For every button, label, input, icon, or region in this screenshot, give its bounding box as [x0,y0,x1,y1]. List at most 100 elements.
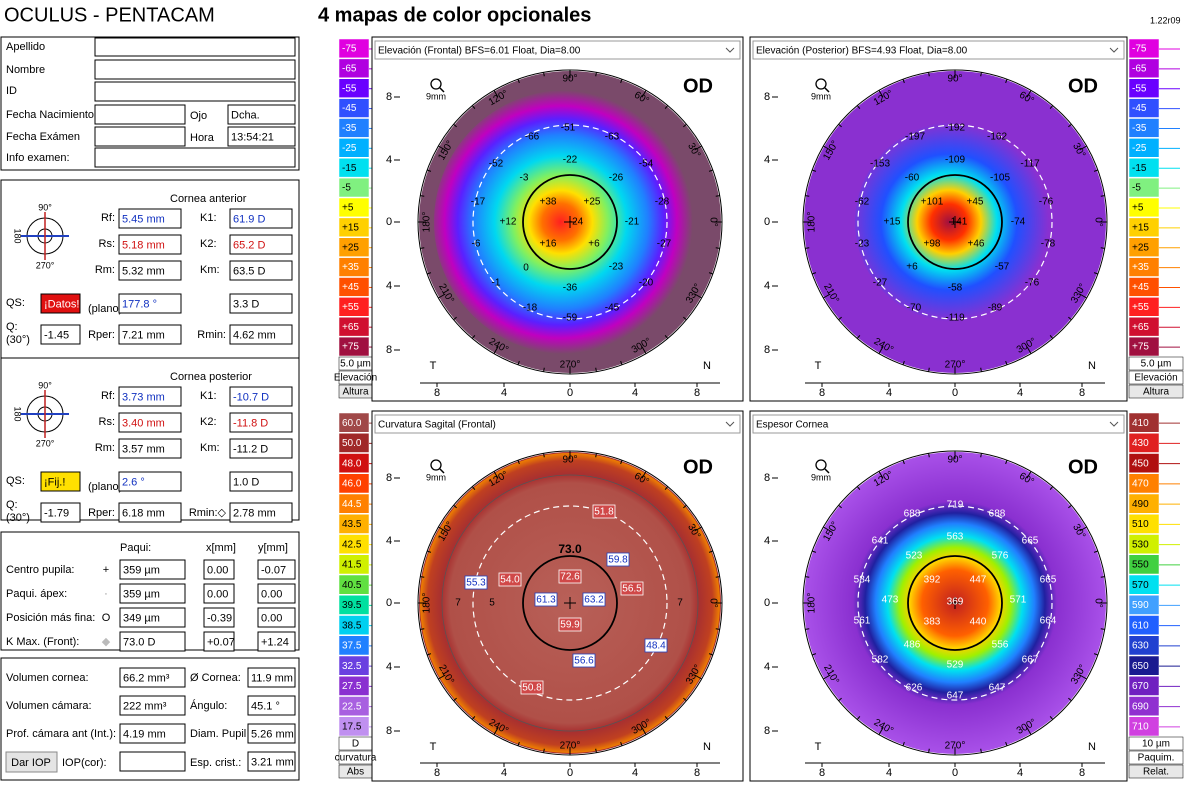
text-field[interactable] [94,126,186,147]
text-field[interactable] [118,438,182,459]
text-field[interactable] [119,607,186,628]
text-field[interactable] [257,559,296,580]
text-field[interactable] [229,324,293,345]
text-field[interactable] [119,751,186,772]
text-field[interactable] [203,631,235,652]
label: QS: [6,475,25,487]
x-tick-label: 4 [632,767,638,779]
nasal-label: N [703,741,711,753]
y-tick-label: 4 [764,154,770,166]
text-field[interactable] [119,667,186,688]
text-field[interactable] [40,324,81,345]
text-field[interactable] [118,234,182,255]
text-field[interactable] [247,723,296,744]
text-field[interactable] [119,695,186,716]
text-field[interactable] [229,208,293,229]
label: (30°) [6,334,30,346]
degree-tick [493,727,499,735]
degree-tick [928,72,930,77]
angle-label: 0° [707,217,718,227]
text-field[interactable] [94,104,186,125]
field-value: -11.2 D [233,443,268,455]
text-field[interactable] [118,471,182,492]
text-field[interactable] [247,667,296,688]
zoom-icon[interactable] [815,78,827,90]
map-select[interactable] [374,414,741,434]
text-field[interactable] [229,386,293,407]
text-field[interactable] [227,126,296,147]
scale-value: 610 [1132,620,1149,631]
text-field[interactable] [94,59,296,80]
text-field[interactable] [257,583,296,604]
map-value: 7 [455,598,461,609]
text-field[interactable] [227,104,296,125]
text-field[interactable] [229,471,293,492]
text-field[interactable] [119,559,186,580]
y-tick-label: 0 [764,597,770,609]
angle-label: 0° [707,598,718,608]
text-field[interactable] [247,751,296,772]
field-value: +0.07 [207,636,235,648]
zoom-icon[interactable] [430,459,442,471]
map-value: -26 [609,173,624,184]
text-field[interactable] [229,260,293,281]
text-field[interactable] [118,260,182,281]
y-tick-label: 4 [386,661,392,673]
degree-tick [1005,459,1008,465]
x-tick-label: 8 [819,387,825,399]
text-field[interactable] [257,607,296,628]
text-field[interactable] [229,412,293,433]
text-field[interactable] [119,723,186,744]
text-field[interactable] [94,81,296,102]
zoom-icon[interactable] [815,459,827,471]
status-badge[interactable] [40,471,81,492]
field-value: -1.79 [44,507,69,519]
angle-label: 180° [807,212,818,233]
zoom-icon[interactable] [430,78,442,90]
text-field[interactable] [118,386,182,407]
status-badge[interactable] [40,293,81,314]
text-field[interactable] [257,631,296,652]
text-field[interactable] [118,412,182,433]
text-field[interactable] [229,234,293,255]
text-field[interactable] [40,502,81,523]
map-select[interactable] [752,40,1125,60]
text-field[interactable] [118,502,182,523]
map-value: 0 [523,263,529,274]
value-box [592,504,616,519]
text-field[interactable] [229,502,293,523]
scale-value: 430 [1132,438,1149,449]
map-value: 59.8 [608,555,628,566]
scale-value: 410 [1132,418,1149,429]
text-field[interactable] [94,147,296,168]
text-field[interactable] [119,583,186,604]
field-value: 3.57 mm [122,443,165,455]
text-field[interactable] [118,293,182,314]
eye-label: OD [1068,75,1098,97]
degree-tick [426,550,432,553]
text-field[interactable] [247,695,296,716]
map-select[interactable] [752,414,1125,434]
map-value: 56.6 [574,656,594,667]
degree-tick [856,105,861,109]
map-value: +15 [884,217,901,228]
map-select[interactable] [374,40,741,60]
text-field[interactable] [94,37,296,57]
map-ring [472,124,668,320]
text-field[interactable] [203,607,235,628]
dar-iop-button[interactable] [5,751,58,773]
text-field[interactable] [229,438,293,459]
text-field[interactable] [203,559,235,580]
text-field[interactable] [203,583,235,604]
field-value: 0.00 [261,588,282,600]
text-field[interactable] [229,293,293,314]
degree-tick [805,247,810,249]
text-field[interactable] [118,324,182,345]
map-value: 447 [970,575,987,586]
text-field[interactable] [119,631,186,652]
scale-value: +45 [342,282,359,293]
scale-value: 470 [1132,479,1149,490]
field-value: 1.0 D [233,476,259,488]
text-field[interactable] [118,208,182,229]
map-value: +6 [588,239,600,250]
